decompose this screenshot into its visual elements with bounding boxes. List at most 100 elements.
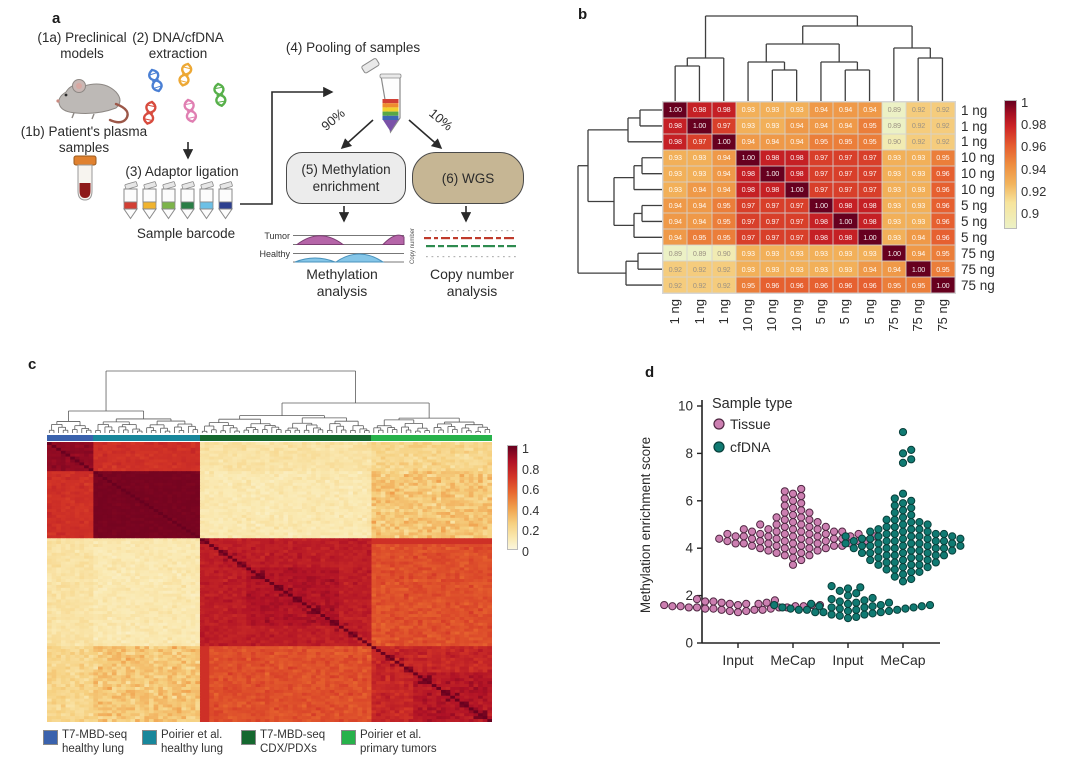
heatmap-cell: 0.97 <box>857 165 882 182</box>
swarm-point <box>805 544 814 553</box>
swarm-point <box>725 599 734 608</box>
swarm-point <box>898 548 908 558</box>
swarm-point <box>915 546 924 555</box>
swarm-point <box>813 546 822 555</box>
panel-a-label: a <box>52 10 61 27</box>
legend-swatch <box>142 730 157 745</box>
heatmap-cell: 0.92 <box>711 277 736 293</box>
swarm-point <box>884 598 894 607</box>
pooling-tube-icon <box>361 58 402 134</box>
heatmap-cell: 0.97 <box>833 165 858 182</box>
swarm-point <box>788 503 798 513</box>
swarm-point <box>780 501 789 510</box>
tumor-track-label: Tumor <box>264 231 290 241</box>
panel-b-colorbar <box>1004 100 1017 229</box>
legend-swatch <box>43 730 58 745</box>
heatmap-cell: 0.94 <box>663 229 688 246</box>
swarm-point <box>898 458 908 467</box>
swarm-point <box>857 541 867 550</box>
heatmap-cell: 0.97 <box>809 165 834 182</box>
swarm-point <box>874 546 883 555</box>
heatmap-cell: 0.93 <box>906 197 931 214</box>
swarm-point <box>742 606 751 616</box>
panel-d-label: d <box>645 364 655 381</box>
swarm-point <box>733 608 743 617</box>
swarm-point <box>890 551 899 560</box>
swarm-point <box>756 529 765 539</box>
heatmap-cell: 0.97 <box>736 229 761 246</box>
swarm-point <box>780 515 789 524</box>
heatmap-col-label: 75 ng <box>885 299 901 332</box>
heatmap-cell: 0.93 <box>687 149 712 166</box>
swarm-point <box>882 522 891 531</box>
swarm-point <box>907 553 916 562</box>
heatmap-cell: 0.92 <box>906 133 931 150</box>
heatmap-cell: 0.93 <box>906 213 931 230</box>
swarm-point <box>723 529 732 539</box>
colorbar-tick: 0.96 <box>1021 139 1047 155</box>
swarm-point <box>841 532 850 541</box>
heatmap-cell: 0.98 <box>736 181 761 198</box>
heatmap-cell: 1.00 <box>857 229 882 246</box>
swarm-point <box>813 518 822 527</box>
swarm-point <box>882 515 891 524</box>
heatmap-cell: 0.95 <box>930 149 955 166</box>
heatmap-cell: 0.95 <box>711 213 736 230</box>
heatmap-cell: 1.00 <box>930 277 955 293</box>
swarm-point <box>747 534 757 543</box>
swarm-point <box>750 605 759 614</box>
swarm-point <box>762 598 771 607</box>
heatmap-cell: 0.92 <box>906 117 931 134</box>
swarm-point <box>852 612 861 622</box>
heatmap-cell: 0.98 <box>784 165 809 182</box>
heatmap-cell: 0.97 <box>809 181 834 198</box>
swarm-point <box>856 583 865 592</box>
swarm-point <box>931 529 940 539</box>
swarm-point <box>868 593 877 603</box>
heatmap-cell: 0.96 <box>930 181 955 198</box>
arrow-10pct <box>408 119 443 150</box>
swarm-point <box>874 560 883 569</box>
heatmap-cell: 0.94 <box>882 261 907 278</box>
swarm-point <box>852 598 861 607</box>
barcoded-tubes-icon <box>123 181 233 220</box>
sample-barcode-label: Sample barcode <box>136 226 236 241</box>
swarm-point <box>827 610 836 619</box>
swarm-point <box>923 520 932 529</box>
swarm-point <box>907 496 916 505</box>
heatmap-cell: 0.98 <box>687 102 712 118</box>
swarm-point <box>772 534 781 543</box>
swarm-point <box>739 525 748 534</box>
swarm-point <box>802 605 812 614</box>
swarm-point <box>860 596 869 605</box>
swarm-point <box>805 508 814 517</box>
legend-swatch <box>241 730 256 745</box>
heatmap-row-label: 10 ng <box>961 150 995 166</box>
swarm-point <box>717 605 726 614</box>
colorbar-tick: 0.98 <box>1021 117 1047 133</box>
swarm-point <box>715 534 724 543</box>
colorbar-tick: 0.2 <box>522 524 540 539</box>
swarm-point <box>923 548 932 558</box>
heatmap-cell: 0.97 <box>760 213 785 230</box>
swarm-point <box>898 506 908 515</box>
swarm-point <box>923 527 932 536</box>
heatmap-row-label: 10 ng <box>961 182 995 198</box>
swarm-point <box>815 602 824 611</box>
swarm-point <box>890 536 899 546</box>
swarm-point <box>780 551 789 560</box>
y-tick-label: 6 <box>685 493 693 508</box>
swarm-point <box>882 529 891 539</box>
annotation-segment <box>93 435 200 441</box>
colorbar-tick: 0 <box>522 545 529 559</box>
swarm-point <box>915 518 924 527</box>
swarm-point <box>901 604 910 613</box>
swarm-point <box>882 558 891 567</box>
swarm-point <box>931 551 940 560</box>
y-tick-label: 4 <box>685 541 693 556</box>
swarm-point <box>939 529 949 539</box>
swarm-point <box>907 546 916 555</box>
cnv-axis-label: Copy number <box>410 228 416 264</box>
swarm-point <box>849 536 858 546</box>
heatmap-cell: 0.89 <box>687 245 712 262</box>
